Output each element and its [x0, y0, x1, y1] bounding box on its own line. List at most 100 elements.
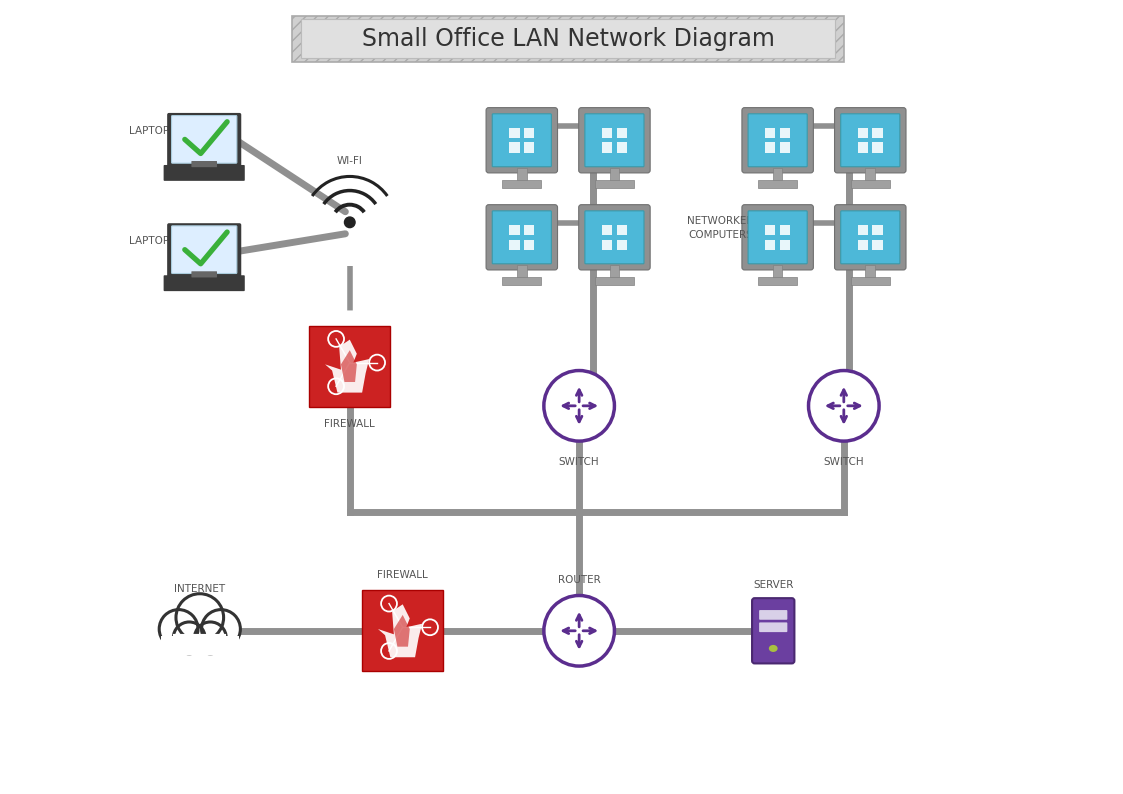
Bar: [510, 225, 520, 235]
FancyBboxPatch shape: [759, 610, 787, 620]
Bar: [617, 142, 627, 152]
FancyBboxPatch shape: [172, 116, 237, 164]
Bar: [779, 240, 789, 249]
FancyBboxPatch shape: [167, 223, 241, 278]
FancyBboxPatch shape: [164, 165, 245, 181]
FancyBboxPatch shape: [585, 211, 643, 264]
Circle shape: [544, 596, 614, 666]
Bar: [517, 168, 527, 181]
Bar: [161, 636, 238, 656]
FancyBboxPatch shape: [191, 161, 217, 168]
Bar: [617, 225, 627, 235]
Bar: [602, 128, 612, 138]
Bar: [765, 225, 776, 235]
FancyBboxPatch shape: [486, 108, 557, 173]
Polygon shape: [325, 340, 369, 392]
Circle shape: [176, 594, 223, 642]
Bar: [502, 180, 541, 188]
FancyBboxPatch shape: [748, 211, 807, 264]
Bar: [510, 142, 520, 152]
Bar: [873, 128, 883, 138]
Bar: [873, 142, 883, 152]
Bar: [765, 240, 776, 249]
Text: LAPTOP: LAPTOP: [129, 125, 170, 136]
FancyBboxPatch shape: [292, 16, 843, 62]
FancyBboxPatch shape: [841, 114, 900, 167]
FancyBboxPatch shape: [752, 598, 794, 664]
Bar: [510, 240, 520, 249]
FancyBboxPatch shape: [585, 114, 643, 167]
Bar: [779, 142, 789, 152]
Text: LAPTOP: LAPTOP: [129, 236, 170, 246]
Text: FIREWALL: FIREWALL: [325, 419, 375, 429]
Bar: [595, 277, 633, 285]
Text: WI-FI: WI-FI: [337, 156, 363, 166]
Bar: [773, 264, 783, 278]
Bar: [765, 142, 776, 152]
Circle shape: [809, 371, 879, 441]
Bar: [524, 240, 535, 249]
FancyBboxPatch shape: [492, 114, 551, 167]
FancyBboxPatch shape: [164, 276, 245, 291]
Bar: [602, 225, 612, 235]
FancyBboxPatch shape: [301, 19, 836, 58]
Bar: [502, 277, 541, 285]
Circle shape: [544, 371, 614, 441]
Text: SWITCH: SWITCH: [559, 457, 600, 467]
Text: FIREWALL: FIREWALL: [377, 569, 428, 580]
FancyBboxPatch shape: [167, 113, 241, 168]
FancyBboxPatch shape: [742, 205, 813, 270]
FancyBboxPatch shape: [578, 108, 650, 173]
Bar: [873, 225, 883, 235]
FancyBboxPatch shape: [309, 326, 391, 407]
Circle shape: [173, 622, 206, 653]
FancyBboxPatch shape: [172, 225, 237, 273]
Text: Small Office LAN Network Diagram: Small Office LAN Network Diagram: [362, 27, 775, 51]
Bar: [524, 142, 535, 152]
Text: INTERNET: INTERNET: [174, 584, 226, 594]
Circle shape: [159, 610, 198, 649]
Bar: [510, 128, 520, 138]
Circle shape: [194, 622, 226, 653]
Circle shape: [201, 610, 240, 649]
FancyBboxPatch shape: [841, 211, 900, 264]
FancyBboxPatch shape: [742, 108, 813, 173]
Text: SERVER: SERVER: [754, 580, 794, 590]
Bar: [617, 128, 627, 138]
Bar: [858, 225, 868, 235]
FancyBboxPatch shape: [834, 108, 906, 173]
FancyBboxPatch shape: [834, 205, 906, 270]
Circle shape: [345, 217, 355, 228]
FancyBboxPatch shape: [578, 205, 650, 270]
FancyBboxPatch shape: [748, 114, 807, 167]
FancyBboxPatch shape: [492, 211, 551, 264]
Text: SWITCH: SWITCH: [823, 457, 864, 467]
FancyBboxPatch shape: [191, 272, 217, 277]
FancyBboxPatch shape: [486, 205, 557, 270]
Bar: [873, 240, 883, 249]
Bar: [858, 142, 868, 152]
Bar: [858, 128, 868, 138]
Bar: [758, 277, 797, 285]
FancyBboxPatch shape: [759, 622, 787, 632]
Bar: [851, 180, 889, 188]
Bar: [610, 168, 619, 181]
Text: NETWORKED
COMPUTERS: NETWORKED COMPUTERS: [686, 216, 754, 240]
Bar: [866, 264, 875, 278]
Bar: [524, 225, 535, 235]
Bar: [779, 128, 789, 138]
Ellipse shape: [769, 645, 777, 652]
Polygon shape: [378, 604, 422, 657]
Text: ROUTER: ROUTER: [558, 575, 601, 585]
Bar: [617, 240, 627, 249]
Bar: [866, 168, 875, 181]
Bar: [517, 264, 527, 278]
Bar: [602, 240, 612, 249]
Bar: [602, 142, 612, 152]
Polygon shape: [341, 350, 357, 382]
Polygon shape: [394, 615, 410, 646]
Bar: [851, 277, 889, 285]
Bar: [779, 225, 789, 235]
Bar: [758, 180, 797, 188]
Bar: [773, 168, 783, 181]
